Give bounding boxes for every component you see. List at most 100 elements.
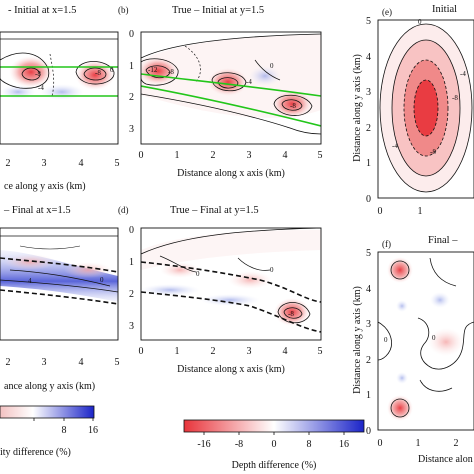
depth-tick: 3: [129, 124, 134, 135]
panel-b-contour-label: -4: [246, 78, 252, 86]
panel-c-title: – Final at x=1.5: [3, 205, 71, 216]
panel-e-x-tick: 0: [378, 206, 383, 217]
panel-e-y-tick: 3: [366, 87, 371, 98]
panel-a-x-axis-label: ce along y axis (km): [4, 181, 86, 192]
panel-d-x-tick: 1: [175, 346, 180, 357]
panel-e-y-tick: 5: [366, 16, 371, 27]
panel-b-x-tick: 3: [247, 150, 252, 161]
panel-e-contour-label: -8: [452, 94, 458, 102]
panel-a-x-ticks: 2 3 4 5: [6, 158, 120, 169]
panel-c-x-tick: 3: [42, 357, 47, 368]
panel-f-letter: (f): [382, 239, 391, 249]
panel-d-contour-label: -8: [288, 310, 294, 318]
panel-d-letter: (d): [118, 205, 129, 215]
panel-c-contour-label: 4: [28, 277, 32, 285]
panel-d-x-tick: 3: [247, 346, 252, 357]
panel-f: (f) Final – 0 0 0 1 2 3 4 5 0 1 2 Distan…: [352, 235, 474, 465]
panel-b-contour-label: -12: [148, 66, 158, 74]
colorbar-depth-tick: 16: [339, 439, 349, 450]
panel-d-x-ticks: 0 1 2 3 4 5: [139, 346, 323, 357]
panel-f-y-tick: 1: [366, 390, 371, 401]
panel-a-contour-label: 0: [110, 66, 114, 74]
panel-b-title: True – Initial at y=1.5: [172, 5, 264, 16]
depth-tick: 2: [129, 289, 134, 300]
panel-b-x-tick: 0: [139, 150, 144, 161]
panel-e-x-tick: 1: [418, 206, 423, 217]
panel-e-contour-label: -4: [392, 142, 398, 150]
panel-e-contour-label: 0: [418, 18, 422, 26]
panel-e-y-axis-label: Distance along y axis (km): [352, 54, 363, 162]
panel-f-y-tick: 0: [366, 426, 371, 437]
panel-b-x-tick: 2: [211, 150, 216, 161]
colorbar-left-label: ity difference (%): [0, 447, 71, 458]
panel-c-contour-label: 0: [100, 276, 104, 284]
panel-b-green-line-top: [141, 73, 321, 97]
depth-tick: 1: [129, 61, 134, 72]
depth-tick: 0: [129, 225, 134, 236]
panel-f-y-ticks: 0 1 2 3 4 5: [366, 248, 371, 437]
panel-f-y-axis-label: Distance along y axis (km): [352, 286, 363, 394]
panel-c-x-tick: 2: [6, 357, 11, 368]
depth-tick: 3: [129, 321, 134, 332]
panel-a-contour-label: -8: [35, 70, 41, 78]
panel-f-title: Final –: [428, 235, 458, 246]
panel-d-x-tick: 4: [283, 346, 288, 357]
panel-b: (b) True – Initial at y=1.5 -12 -8 -4 0 …: [118, 5, 323, 179]
panel-b-field: [141, 33, 321, 135]
panel-b-x-axis-label: Distance along x axis (km): [177, 168, 285, 179]
colorbar-left: 8 16 ity difference (%): [0, 405, 98, 458]
panel-e-y-ticks: 0 1 2 3 4 5: [366, 16, 371, 205]
panel-e-y-tick: 0: [366, 194, 371, 205]
colorbar-depth-label: Depth difference (%): [232, 460, 317, 471]
panel-d-contour-label: 0: [196, 270, 200, 278]
panel-a: - Initial at x=1.5 -8 -8 0 -4 2 3 4 5 ce…: [0, 5, 120, 192]
panel-e-title: Initial: [432, 4, 457, 15]
panel-f-frame: [377, 251, 474, 431]
panel-a-frame: [0, 31, 119, 145]
colorbar-depth-tick: -8: [235, 439, 243, 450]
panel-a-x-tick: 5: [115, 158, 120, 169]
depth-tick: 0: [129, 29, 134, 40]
colorbar-depth-tick: 8: [307, 439, 312, 450]
panel-c-x-tick: 4: [79, 357, 84, 368]
panel-b-x-tick: 1: [175, 150, 180, 161]
panel-c-x-tick: 5: [115, 357, 120, 368]
depth-tick: 1: [129, 257, 134, 268]
panel-f-x-tick: 1: [416, 438, 421, 449]
panel-b-depth-ticks: 0 1 2 3: [129, 29, 134, 135]
panel-e-field: [379, 23, 473, 193]
panel-a-contour-label: -4: [38, 84, 44, 92]
panel-f-contour-label: 0: [432, 334, 436, 342]
panel-d-x-tick: 5: [318, 346, 323, 357]
panel-e-x-ticks: 0 1: [378, 206, 423, 217]
panel-f-y-tick: 5: [366, 248, 371, 259]
panel-d-x-tick: 2: [211, 346, 216, 357]
colorbar-left-tick: 16: [88, 425, 98, 436]
panel-e-y-tick: 1: [366, 158, 371, 169]
panel-d-frame: [140, 227, 322, 341]
panel-b-frame: [140, 31, 322, 145]
panel-e-contour-label: -4: [460, 70, 466, 78]
panel-d: (d) True – Final at y=1.5 0 0 -8 0 1 2 3…: [118, 205, 323, 375]
panel-c-field: [0, 235, 118, 305]
panel-a-x-tick: 2: [6, 158, 11, 169]
panel-c: – Final at x=1.5 4 0 2 3 4 5 ance along …: [0, 205, 120, 392]
panel-e-y-tick: 4: [366, 52, 371, 63]
panel-e-frame: [377, 19, 474, 199]
panel-d-title: True – Final at y=1.5: [170, 205, 259, 216]
panel-f-y-tick: 2: [366, 355, 371, 366]
panel-b-x-tick: 5: [318, 150, 323, 161]
panel-e-letter: (e): [382, 7, 392, 17]
panel-d-depth-ticks: 0 1 2 3: [129, 225, 134, 332]
panel-e-y-tick: 2: [366, 123, 371, 134]
panel-c-frame: [0, 227, 119, 341]
panel-f-y-tick: 3: [366, 319, 371, 330]
colorbar-depth-tick: 0: [272, 439, 277, 450]
panel-b-contour-label: -8: [290, 102, 296, 110]
panel-f-y-tick: 4: [366, 284, 371, 295]
colorbar-left-tick: 8: [62, 425, 67, 436]
panel-d-contour-label: 0: [270, 266, 274, 274]
panel-d-field: [141, 228, 321, 333]
panel-d-x-axis-label: Distance along x axis (km): [177, 364, 285, 375]
